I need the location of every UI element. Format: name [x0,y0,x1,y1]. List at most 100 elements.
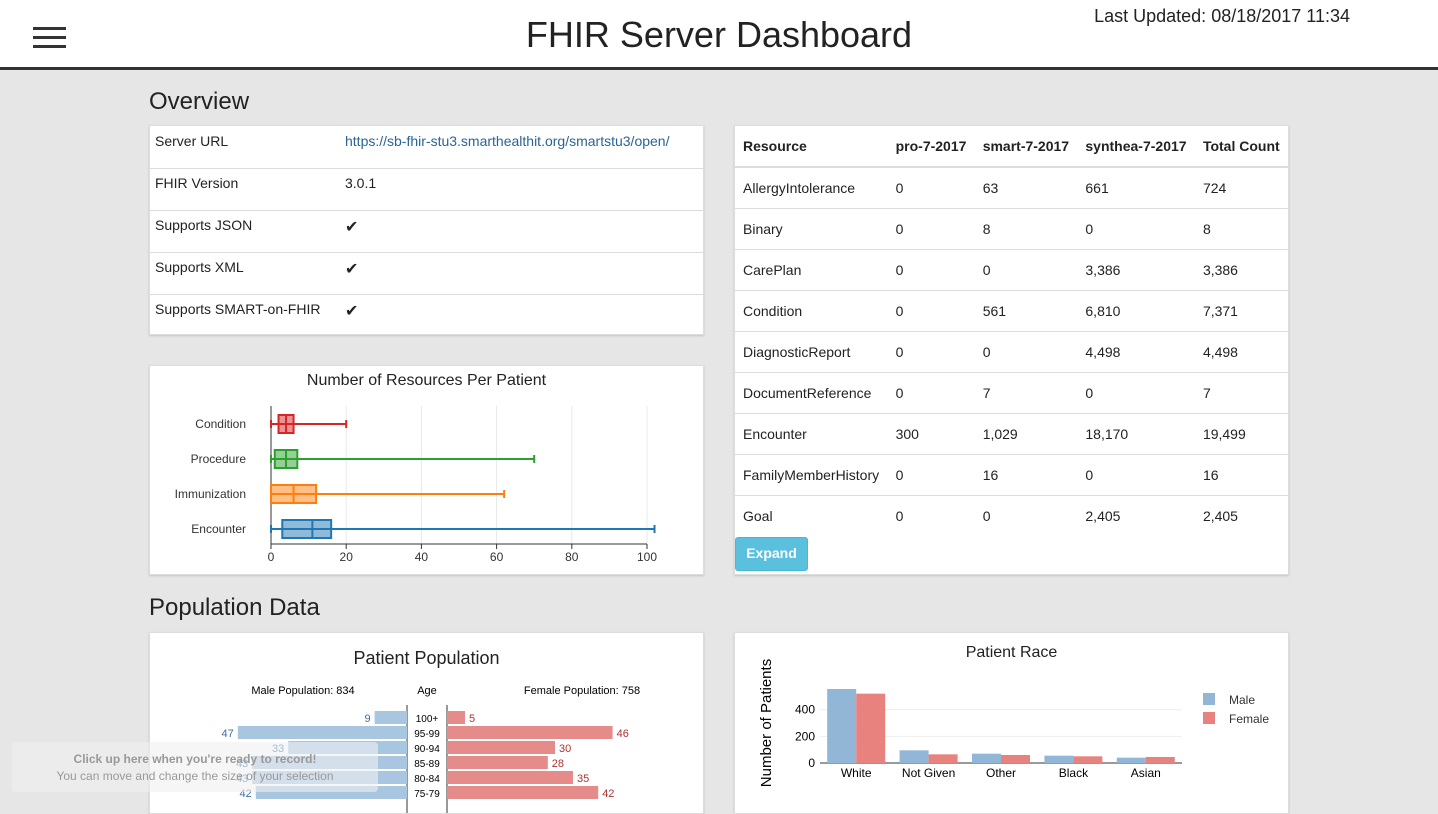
race-bar [1145,757,1175,763]
age-category-label: 85-89 [414,759,440,770]
age-category-label: 100+ [416,714,439,725]
count-cell: 3,386 [1194,249,1288,291]
count-cell: 0 [887,290,975,332]
legend-swatch [1203,712,1215,724]
count-cell: 0 [887,331,975,373]
column-header[interactable]: pro-7-2017 [887,126,975,168]
server-info-panel: Server URL https://sb-fhir-stu3.smartheal… [149,125,704,335]
resource-name-cell: CarePlan [735,249,888,291]
series-label: Condition [195,417,246,431]
count-cell: 0 [974,331,1078,373]
count-cell: 16 [1194,454,1288,496]
column-header[interactable]: synthea-7-2017 [1077,126,1195,168]
race-bar [928,754,958,763]
y-tick-label: 0 [808,756,815,770]
table-row: DiagnosticReport 0 0 4,498 4,498 [735,331,1288,373]
race-title: Patient Race [965,644,1058,661]
female-population-label: Female Population: 758 [524,685,640,697]
recording-overlay[interactable]: Click up here when you're ready to recor… [12,742,378,792]
female-value-label: 30 [559,743,571,755]
count-cell: 0 [887,372,975,414]
count-cell: 0 [1077,208,1195,250]
count-cell: 0 [1077,454,1195,496]
male-bar [374,711,407,724]
table-row: Encounter 300 1,029 18,170 19,499 [735,413,1288,455]
table-row: FamilyMemberHistory 0 16 0 16 [735,454,1288,496]
count-cell: 0 [887,208,975,250]
count-cell: 0 [887,166,975,209]
boxplot-chart: 0 20 40 60 80 100 Condition Procedure Immunizati… [175,406,657,564]
info-label: Server URL [155,133,229,149]
table-row: DocumentReference 0 7 0 7 [735,372,1288,414]
series-label: Procedure [191,452,247,466]
population-heading: Population Data [149,594,320,621]
count-cell: 0 [1077,372,1195,414]
info-row: Supports JSON ✔ [150,210,703,253]
column-header[interactable]: Resource [735,126,888,168]
page-title: FHIR Server Dashboard [525,14,913,55]
age-category-label: 95-99 [414,729,440,740]
race-bar [1116,757,1146,763]
count-cell: 0 [974,249,1078,291]
info-label: FHIR Version [155,175,239,191]
female-value-label: 5 [469,713,475,725]
x-tick-label: 40 [415,550,429,564]
expand-button[interactable]: Expand [735,537,808,571]
resources-per-patient-panel: Number of Resources Per Patient 0 20 40 60 8… [149,365,704,575]
boxplot-title: Number of Resources Per Patient [306,372,547,389]
info-value: https://sb-fhir-stu3.smarthealthit.org/s… [345,133,669,149]
box [281,519,333,539]
count-cell: 0 [887,454,975,496]
legend-label: Female [1229,712,1269,726]
table-row: CarePlan 0 0 3,386 3,386 [735,249,1288,291]
hamburger-menu-icon[interactable] [33,27,66,50]
resource-name-cell: Encounter [735,413,888,455]
female-value-label: 46 [617,728,629,740]
resource-name-cell: FamilyMemberHistory [735,454,888,496]
count-cell: 16 [974,454,1078,496]
count-cell: 2,405 [1077,495,1195,536]
series-label: Encounter [191,522,246,536]
count-cell: 561 [974,290,1078,332]
race-bar-chart: Number of Patients 0 200 400 White Not Given O… [758,659,1269,787]
age-category-label: 80-84 [414,774,440,785]
race-bar [1073,756,1103,763]
female-bar [447,726,613,739]
column-header[interactable]: smart-7-2017 [974,126,1078,168]
overview-heading: Overview [149,88,250,115]
table-header-row: Resource pro-7-2017 smart-7-2017 synthea-7-… [735,126,1288,168]
male-population-label: Male Population: 834 [251,685,354,697]
race-bar [827,689,857,763]
female-value-label: 35 [577,773,589,785]
count-cell: 0 [887,249,975,291]
patient-race-panel: Patient Race Number of Patients 0 200 400 Wh… [734,632,1289,814]
count-cell: 2,405 [1194,495,1288,536]
resource-name-cell: DiagnosticReport [735,331,888,373]
race-bar [1044,755,1074,763]
count-cell: 3,386 [1077,249,1195,291]
info-row: Supports XML ✔ [150,252,703,295]
race-bar [856,693,886,763]
info-label: Supports SMART-on-FHIR [155,301,321,317]
population-title: Patient Population [353,648,500,668]
male-value-label: 47 [222,728,234,740]
column-header[interactable]: Total Count [1194,126,1288,168]
series-label: Immunization [175,487,246,501]
x-tick-label: 0 [268,550,275,564]
count-cell: 4,498 [1194,331,1288,373]
check-icon: ✔ [345,219,359,236]
y-axis-label: Number of Patients [758,659,775,787]
count-cell: 7 [1194,372,1288,414]
resource-name-cell: Binary [735,208,888,250]
x-tick-label: White [841,766,872,780]
y-tick-label: 400 [795,703,815,717]
count-cell: 1,029 [974,413,1078,455]
age-category-label: 90-94 [414,744,440,755]
female-value-label: 28 [552,758,564,770]
info-row: Supports SMART-on-FHIR ✔ [150,294,703,336]
x-tick-label: 60 [490,550,504,564]
female-bar [447,756,548,769]
female-value-label: 42 [602,788,614,800]
server-url-link[interactable]: https://sb-fhir-stu3.smarthealthit.org/s… [345,133,670,149]
x-tick-label: 20 [340,550,354,564]
